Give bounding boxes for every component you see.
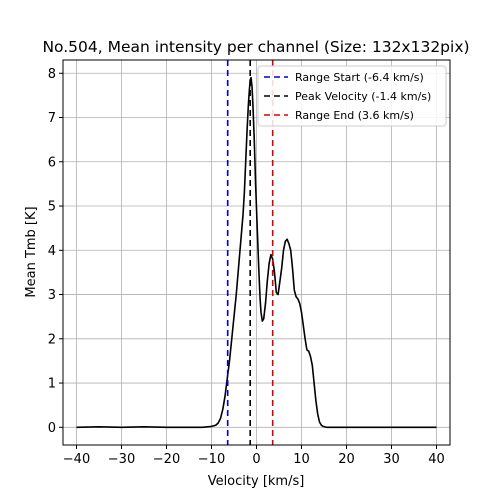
y-tick-label: 7 <box>48 111 56 126</box>
y-tick-label: 6 <box>48 155 56 170</box>
y-tick-label: 5 <box>48 200 56 215</box>
y-tick-label: 2 <box>48 332 56 347</box>
x-tick-label: 0 <box>252 452 260 467</box>
x-tick-label: −20 <box>153 452 180 467</box>
legend-box <box>257 65 447 127</box>
x-tick-label: 20 <box>338 452 355 467</box>
legend-item-range-start-label: Range Start (-6.4 km/s) <box>295 71 424 84</box>
legend-item-range-end-label: Range End (3.6 km/s) <box>295 109 414 122</box>
ticks-layer: −40 −30 −20 −10 0 10 20 30 40 0 1 2 3 4 5 6 7 8 <box>48 67 445 467</box>
x-tick-label: −30 <box>108 452 135 467</box>
y-tick-label: 8 <box>48 67 56 82</box>
x-tick-label: −40 <box>63 452 90 467</box>
x-tick-label: −10 <box>198 452 225 467</box>
y-tick-label: 1 <box>48 377 56 392</box>
x-tick-label: 10 <box>293 452 310 467</box>
legend-item-peak-velocity-label: Peak Velocity (-1.4 km/s) <box>295 90 431 103</box>
x-axis-label: Velocity [km/s] <box>208 474 305 489</box>
y-axis-label: Mean Tmb [K] <box>24 206 39 297</box>
x-tick-label: 30 <box>383 452 400 467</box>
x-tick-label: 40 <box>428 452 445 467</box>
legend: Range Start (-6.4 km/s) Peak Velocity (-1… <box>257 65 447 127</box>
chart-title: No.504, Mean intensity per channel (Size… <box>42 38 469 56</box>
y-tick-label: 0 <box>48 421 56 436</box>
y-tick-label: 3 <box>48 288 56 303</box>
y-tick-label: 4 <box>48 244 56 259</box>
